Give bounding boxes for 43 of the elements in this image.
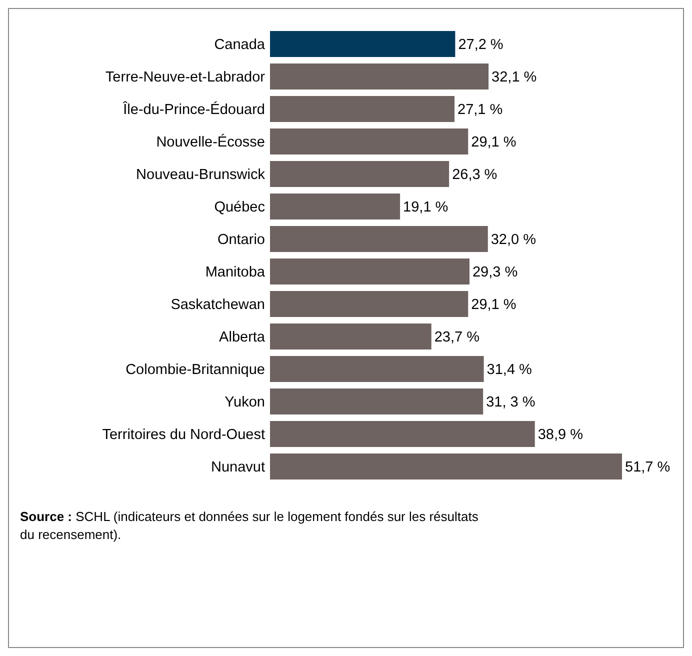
data-label: 32,1 % [492, 70, 537, 86]
y-tick-label: Terre-Neuve-et-Labrador [105, 70, 266, 86]
bar [270, 226, 488, 252]
bar [270, 31, 456, 57]
bar [270, 324, 432, 350]
y-tick-label: Saskatchewan [170, 297, 265, 314]
y-tick-label: Nouvelle-Écosse [156, 134, 265, 151]
y-tick-label: Territoires du Nord-Ouest [102, 427, 265, 444]
data-label: 27,1 % [458, 102, 503, 118]
y-tick-label: Nouveau-Brunswick [136, 167, 266, 184]
data-label: 31, 3 % [486, 394, 536, 411]
bar [270, 128, 468, 154]
data-label: 29,3 % [472, 264, 518, 281]
bar [270, 194, 400, 220]
y-tick-label: Yukon [224, 394, 265, 411]
y-tick-label: Colombie-Britannique [126, 362, 265, 378]
bar [270, 96, 455, 122]
y-tick-label: Alberta [219, 330, 266, 346]
bar [270, 388, 484, 414]
data-label: 29,1 % [471, 134, 516, 151]
y-tick-label: Canada [214, 37, 266, 54]
data-label: 29,1 % [471, 297, 516, 314]
data-label: 27,2 % [458, 37, 504, 54]
data-label: 19,1 % [403, 200, 448, 216]
bar [270, 64, 489, 90]
y-tick-label: Nunavut [210, 460, 265, 476]
data-label: 26,3 % [452, 167, 498, 184]
bar [270, 356, 484, 382]
data-label: 31,4 % [486, 362, 532, 378]
y-tick-label: Île-du-Prince-Édouard [122, 101, 265, 118]
bar [270, 258, 470, 284]
bar [270, 291, 468, 317]
data-label: 23,7 % [434, 330, 480, 346]
bar [270, 454, 622, 480]
bar [270, 161, 450, 187]
data-label: 38,9 % [538, 427, 584, 444]
y-tick-label: Ontario [217, 232, 265, 248]
source-note: Source : SCHL (indicateurs et données sur le logement fondés sur les résultats du recensement). [20, 508, 479, 542]
data-label: 51,7 % [625, 460, 670, 476]
y-tick-label: Manitoba [205, 264, 266, 281]
y-tick-label: Québec [214, 200, 265, 216]
data-label: 32,0 % [490, 232, 536, 248]
bar [270, 421, 535, 447]
